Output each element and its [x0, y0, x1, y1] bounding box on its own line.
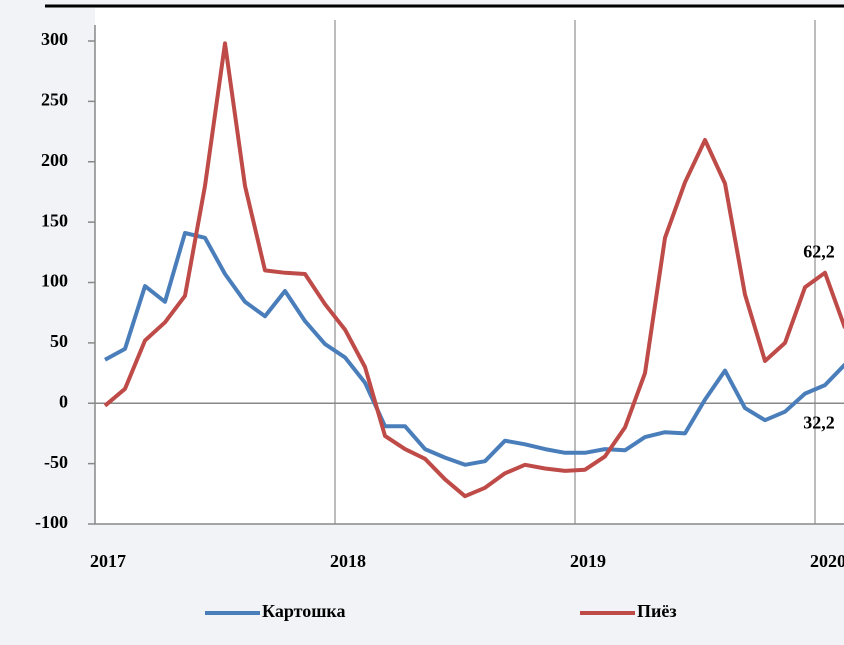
data-label: 62,2	[803, 241, 835, 261]
series-line	[103, 41, 844, 499]
series-line	[104, 231, 844, 467]
y-tick-label: 100	[41, 271, 68, 291]
y-tick-label: 50	[50, 331, 68, 351]
data-label: 32,2	[803, 412, 835, 432]
x-tick-label: 2017	[90, 551, 126, 571]
y-tick-label: 300	[41, 29, 68, 49]
x-tick-label: 2020	[810, 551, 844, 571]
y-tick-label: 250	[41, 90, 68, 110]
y-tick-label: -100	[35, 512, 68, 532]
y-tick-label: -50	[44, 452, 68, 472]
legend-label: Пиёз	[637, 601, 677, 621]
x-tick-label: 2018	[330, 551, 366, 571]
x-tick-label: 2019	[570, 551, 606, 571]
legend-label: Картошка	[262, 601, 346, 621]
y-tick-label: 200	[41, 150, 68, 170]
y-tick-label: 0	[59, 391, 68, 411]
plot-area	[95, 8, 844, 524]
y-tick-label: 150	[41, 210, 68, 230]
